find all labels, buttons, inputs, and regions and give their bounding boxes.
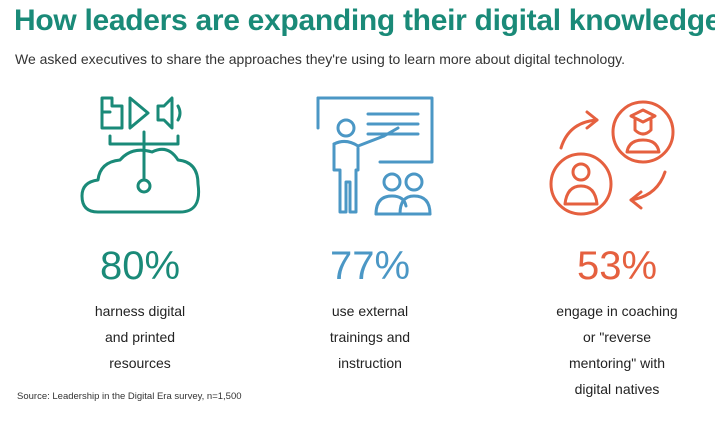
stat-description: use external trainings and instruction: [255, 298, 485, 376]
stat-description: harness digital and printed resources: [25, 298, 255, 376]
stat-percent: 77%: [329, 244, 411, 288]
presentation-training-icon: [316, 96, 434, 216]
stat-percent: 53%: [576, 244, 658, 288]
stat-description-line: or "reverse: [583, 329, 651, 345]
stat-description-line: engage in coaching: [556, 303, 678, 319]
stat-description-line: digital natives: [574, 381, 660, 397]
page-subtitle: We asked executives to share the approac…: [15, 51, 625, 67]
stat-percent: 80%: [99, 244, 181, 288]
stat-description-line: mentoring" with: [568, 355, 665, 371]
stat-card-digital-resources: 80% harness digital and printed resource…: [25, 92, 255, 382]
source-note: Source: Leadership in the Digital Era su…: [17, 391, 242, 402]
stat-description-line: and printed: [104, 329, 176, 345]
stat-description: engage in coaching or "reverse mentoring…: [502, 298, 715, 402]
stat-card-reverse-mentoring: 53% engage in coaching or "reverse mento…: [502, 92, 715, 397]
stat-description-line: use external: [331, 303, 409, 319]
stat-description-line: trainings and: [329, 329, 411, 345]
page-title: How leaders are expanding their digital …: [14, 4, 715, 37]
cloud-media-icon: [80, 96, 201, 214]
stat-description-line: instruction: [338, 355, 402, 371]
stat-description-line: resources: [109, 355, 171, 371]
stat-card-external-training: 77% use external trainings and instructi…: [255, 92, 485, 382]
mentoring-exchange-icon: [549, 100, 675, 216]
stat-description-line: harness digital: [94, 303, 186, 319]
